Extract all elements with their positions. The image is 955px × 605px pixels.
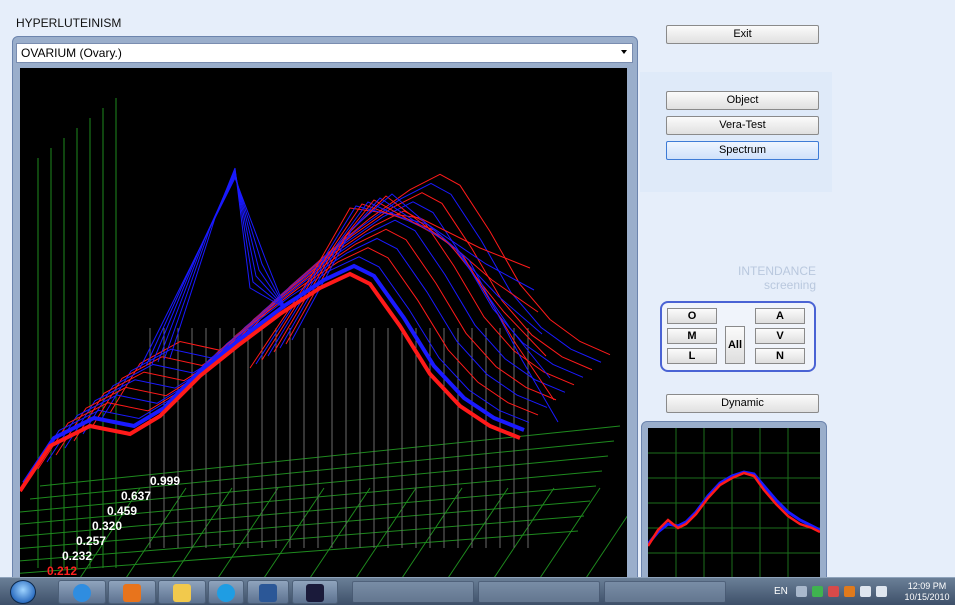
- spectrum-3d-plot: [20, 98, 627, 579]
- chevron-down-icon[interactable]: [621, 50, 627, 54]
- surface-line: [285, 195, 555, 401]
- surface-line: [82, 201, 584, 435]
- grid-layer: [20, 98, 627, 579]
- grid-line: [539, 487, 601, 579]
- clock-date: 10/15/2010: [904, 592, 950, 602]
- value-label-active: 0.212: [47, 564, 78, 578]
- flag-icon[interactable]: [860, 586, 871, 597]
- grid-line: [20, 470, 603, 525]
- surface-line: [291, 193, 559, 423]
- word-icon[interactable]: [247, 580, 289, 604]
- value-label: 0.232: [62, 549, 93, 563]
- grid-line: [401, 487, 463, 579]
- network-icon[interactable]: [812, 586, 823, 597]
- mini-blue-curve: [646, 470, 821, 545]
- spectrum-button[interactable]: Spectrum: [666, 141, 819, 160]
- mode-selector: O M L All A V N: [660, 301, 816, 372]
- surface-line: [109, 173, 611, 414]
- front-red-curve: [20, 271, 521, 493]
- taskbar-window[interactable]: [604, 581, 726, 603]
- mini-grid: [648, 428, 820, 578]
- grid-line: [447, 487, 509, 579]
- clock[interactable]: 12:09 PM 10/15/2010: [902, 581, 952, 603]
- folder-icon[interactable]: [158, 580, 206, 604]
- surface-line: [169, 167, 286, 359]
- grid-line: [171, 487, 233, 579]
- grid-line: [585, 515, 627, 579]
- mini-spectrum-plot: [646, 428, 821, 578]
- intendance-subtitle: screening: [763, 278, 816, 292]
- value-label: 0.637: [121, 489, 152, 503]
- value-label: 0.459: [107, 504, 138, 518]
- grid-line: [125, 487, 187, 579]
- language-indicator[interactable]: EN: [774, 586, 788, 597]
- grid-line: [20, 530, 579, 574]
- taskbar-window[interactable]: [352, 581, 474, 603]
- grid-line: [39, 425, 621, 487]
- surface-line: [64, 219, 566, 449]
- spectrum-3d-viewport[interactable]: 0.999 0.637 0.459 0.320 0.257 0.232 0.21…: [20, 68, 627, 580]
- mode-a-button[interactable]: A: [755, 308, 805, 324]
- mode-v-button[interactable]: V: [755, 328, 805, 344]
- grid-line: [20, 485, 597, 537]
- surface-line: [279, 197, 551, 379]
- media-icon[interactable]: [108, 580, 156, 604]
- mode-o-button[interactable]: O: [667, 308, 717, 324]
- surface-line: [55, 228, 557, 456]
- grid-line: [493, 487, 555, 579]
- vera-test-button[interactable]: Vera-Test: [666, 116, 819, 135]
- mode-n-button[interactable]: N: [755, 348, 805, 364]
- system-tray: EN 12:09 PM 10/15/2010: [766, 580, 955, 604]
- intendance-title: INTENDANCE: [737, 264, 816, 278]
- intendance-label: INTENDANCE screening: [700, 264, 816, 292]
- ie-icon[interactable]: [58, 580, 106, 604]
- mode-all-button[interactable]: All: [725, 326, 745, 364]
- mini-spectrum-chart: [646, 428, 821, 578]
- chevron-up-icon[interactable]: [796, 586, 807, 597]
- surface-line: [261, 203, 539, 361]
- organ-select-value: OVARIUM (Ovary.): [21, 46, 122, 60]
- mode-l-button[interactable]: L: [667, 348, 717, 364]
- app-title: HYPERLUTEINISM: [16, 16, 122, 30]
- grid-line: [20, 455, 609, 513]
- skype-icon[interactable]: [208, 580, 244, 604]
- object-button[interactable]: Object: [666, 91, 819, 110]
- grid-line: [309, 487, 371, 579]
- surface-line: [267, 201, 543, 357]
- mini-red-curve: [646, 471, 821, 547]
- value-label: 0.320: [92, 519, 123, 533]
- power-icon[interactable]: [876, 586, 887, 597]
- surface-line: [91, 192, 593, 428]
- taskbar-window[interactable]: [478, 581, 600, 603]
- start-button[interactable]: [10, 580, 36, 604]
- mode-m-button[interactable]: M: [667, 328, 717, 344]
- grid-line: [263, 487, 325, 579]
- surface-line: [37, 247, 539, 470]
- grid-line: [29, 440, 615, 500]
- surface-layer: [20, 167, 611, 493]
- organ-select[interactable]: OVARIUM (Ovary.): [16, 43, 633, 63]
- security-icon[interactable]: [828, 586, 839, 597]
- front-blue-curve: [22, 263, 525, 485]
- surface-line: [139, 176, 286, 369]
- surface-line: [73, 210, 575, 442]
- value-label: 0.999: [150, 474, 181, 488]
- surface-line: [100, 182, 602, 421]
- surface-line: [273, 199, 547, 357]
- taskbar: EN 12:09 PM 10/15/2010: [0, 577, 955, 605]
- exit-button[interactable]: Exit: [666, 25, 819, 44]
- dynamic-button[interactable]: Dynamic: [666, 394, 819, 413]
- clock-time: 12:09 PM: [907, 581, 947, 591]
- grid-line: [20, 515, 585, 562]
- value-label: 0.257: [76, 534, 107, 548]
- update-icon[interactable]: [844, 586, 855, 597]
- app-icon[interactable]: [292, 580, 338, 604]
- grid-line: [355, 487, 417, 579]
